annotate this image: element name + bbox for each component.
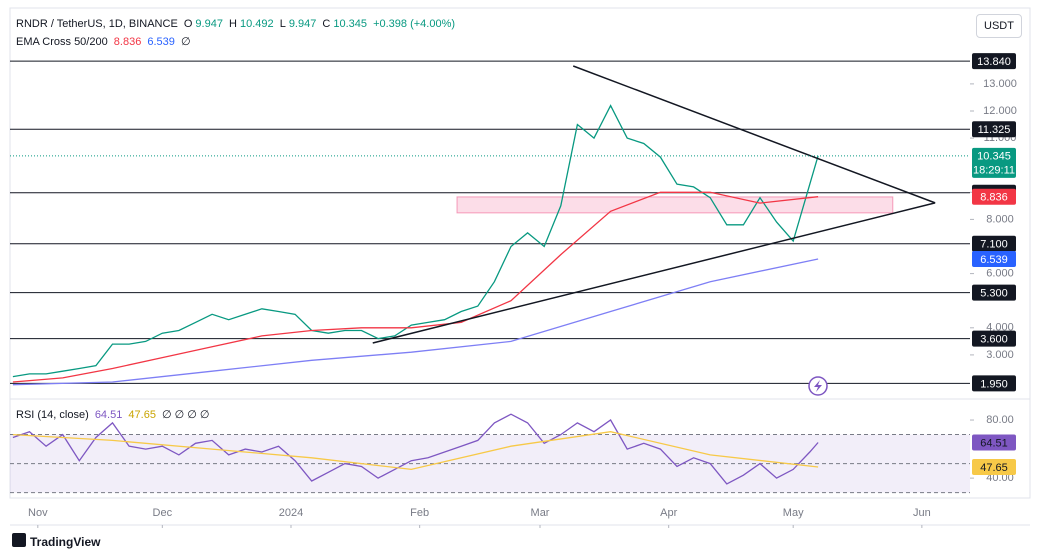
rsi-label: 47.65 <box>980 462 1008 474</box>
level-label: 7.100 <box>980 239 1008 251</box>
frame <box>9 7 1031 499</box>
rsi-value: 47.65 <box>128 409 156 421</box>
ohlc-label: L <box>279 18 286 30</box>
level-label-bg <box>972 375 1016 392</box>
x-tick-label: May <box>783 507 804 519</box>
currency-button[interactable]: USDT <box>976 14 1022 38</box>
countdown: 18:29:11 <box>973 165 1015 177</box>
indicator-value: 8.836 <box>113 36 142 48</box>
ohlc-label: C <box>322 18 331 30</box>
series-line <box>12 413 819 485</box>
y-tick-label: 6.000 <box>986 268 1014 280</box>
alert-bolt <box>814 380 822 392</box>
legend-row: RNDR / TetherUS, 1D, BINANCE O 9.947 H 10.… <box>16 18 458 30</box>
y-tick-label: 12.000 <box>983 105 1017 117</box>
logo <box>12 533 26 547</box>
series-line <box>12 104 819 378</box>
level-label-bg <box>972 235 1016 252</box>
rsi-name: RSI (14, close) <box>16 409 89 421</box>
trendline <box>572 65 936 204</box>
ohlc-label: H <box>229 18 237 30</box>
rsi-label-bg <box>972 434 1016 451</box>
y-tick-label: 80.00 <box>986 414 1014 426</box>
indicator-icon: ∅ <box>180 36 191 48</box>
level-label-bg <box>972 284 1016 301</box>
rsi-label-bg <box>972 459 1016 476</box>
level-label: 3.600 <box>980 334 1008 346</box>
brand: TradingView <box>30 535 101 549</box>
level-label: 1.950 <box>980 378 1008 390</box>
series-line <box>12 431 819 471</box>
x-tick-label: Apr <box>660 507 677 519</box>
ema-label-bg <box>972 250 1016 267</box>
symbol: RNDR / TetherUS, 1D, BINANCE <box>16 18 178 30</box>
x-tick-label: 2024 <box>279 507 303 519</box>
y-tick-label: 40.00 <box>986 472 1014 484</box>
y-tick-label: 3.000 <box>986 349 1014 361</box>
ema-label-bg <box>972 188 1016 205</box>
ema-label: 6.539 <box>980 254 1008 266</box>
last-price-bg <box>972 147 1016 178</box>
level-label-bg <box>972 121 1016 138</box>
zone <box>456 196 894 214</box>
rsi-value: 64.51 <box>94 409 123 421</box>
series-line <box>12 258 819 386</box>
x-tick-label: Jun <box>913 507 931 519</box>
level-label-bg <box>972 330 1016 347</box>
rsi-label: 64.51 <box>980 437 1008 449</box>
x-tick-label: Feb <box>410 507 429 519</box>
ohlc-value: 10.492 <box>239 18 274 30</box>
ohlc-value: 10.345 <box>333 18 368 30</box>
y-tick-label: 13.000 <box>983 78 1017 90</box>
level-label: 5.300 <box>980 287 1008 299</box>
x-tick-label: Mar <box>531 507 550 519</box>
ohlc-value: 9.947 <box>288 18 317 30</box>
y-tick-label: 8.000 <box>986 213 1014 225</box>
trendline <box>372 202 936 344</box>
indicator-value: 6.539 <box>147 36 175 48</box>
rsi-legend: RSI (14, close) 64.51 47.65 ∅ ∅ ∅ ∅ <box>16 408 213 421</box>
x-tick-label: Nov <box>28 507 48 519</box>
ohlc-value: 9.947 <box>195 18 223 30</box>
indicator-row: EMA Cross 50/200 8.836 6.539 ∅ <box>16 35 194 48</box>
change: +0.398 (+4.00%) <box>373 18 456 30</box>
level-label-bg <box>972 53 1016 70</box>
indicator-name: EMA Cross 50/200 <box>16 36 108 48</box>
level-label: 13.840 <box>977 56 1011 68</box>
x-tick-label: Dec <box>153 507 173 519</box>
level-label: 11.325 <box>978 124 1011 136</box>
ema-label: 8.836 <box>980 192 1008 204</box>
rsi-icons: ∅ ∅ ∅ ∅ <box>162 409 210 421</box>
last-price: 10.345 <box>977 151 1011 163</box>
series-line <box>12 191 819 383</box>
ohlc-label: O <box>183 18 193 30</box>
